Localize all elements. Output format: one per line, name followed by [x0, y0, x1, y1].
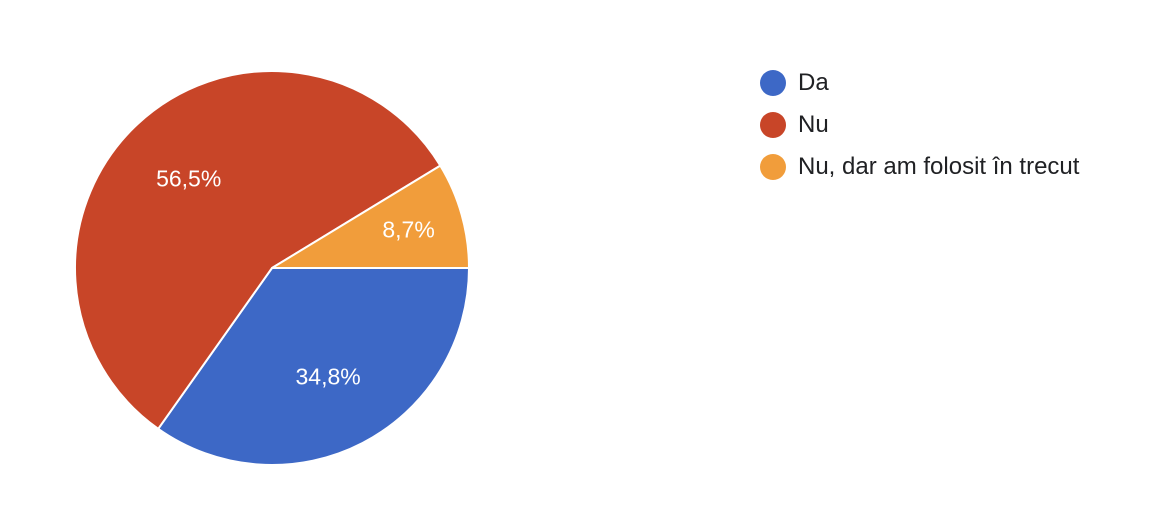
- legend-label-da: Da: [798, 69, 829, 96]
- legend-item-nu-dar-am-folosit[interactable]: Nu, dar am folosit în trecut: [760, 146, 1079, 188]
- legend-swatch-nu: [760, 112, 786, 138]
- pie-slice-nu[interactable]: [73, 70, 442, 430]
- pie-label-da: 34,8%: [295, 364, 360, 390]
- pie-label-nu: 56,5%: [156, 166, 221, 192]
- legend-item-nu[interactable]: Nu: [760, 104, 1079, 146]
- pie-slice-da[interactable]: [157, 267, 470, 466]
- legend: Da Nu Nu, dar am folosit în trecut: [760, 62, 1079, 188]
- legend-label-nu-dar-am-folosit: Nu, dar am folosit în trecut: [798, 153, 1080, 180]
- legend-item-da[interactable]: Da: [760, 62, 1079, 104]
- legend-swatch-da: [760, 70, 786, 96]
- legend-swatch-nu-dar-am-folosit: [760, 154, 786, 180]
- legend-label-nu: Nu: [798, 111, 829, 138]
- pie-slice-nu-dar-am-folosit[interactable]: [271, 164, 470, 269]
- pie-label-nu-dar-am-folosit: 8,7%: [382, 217, 434, 243]
